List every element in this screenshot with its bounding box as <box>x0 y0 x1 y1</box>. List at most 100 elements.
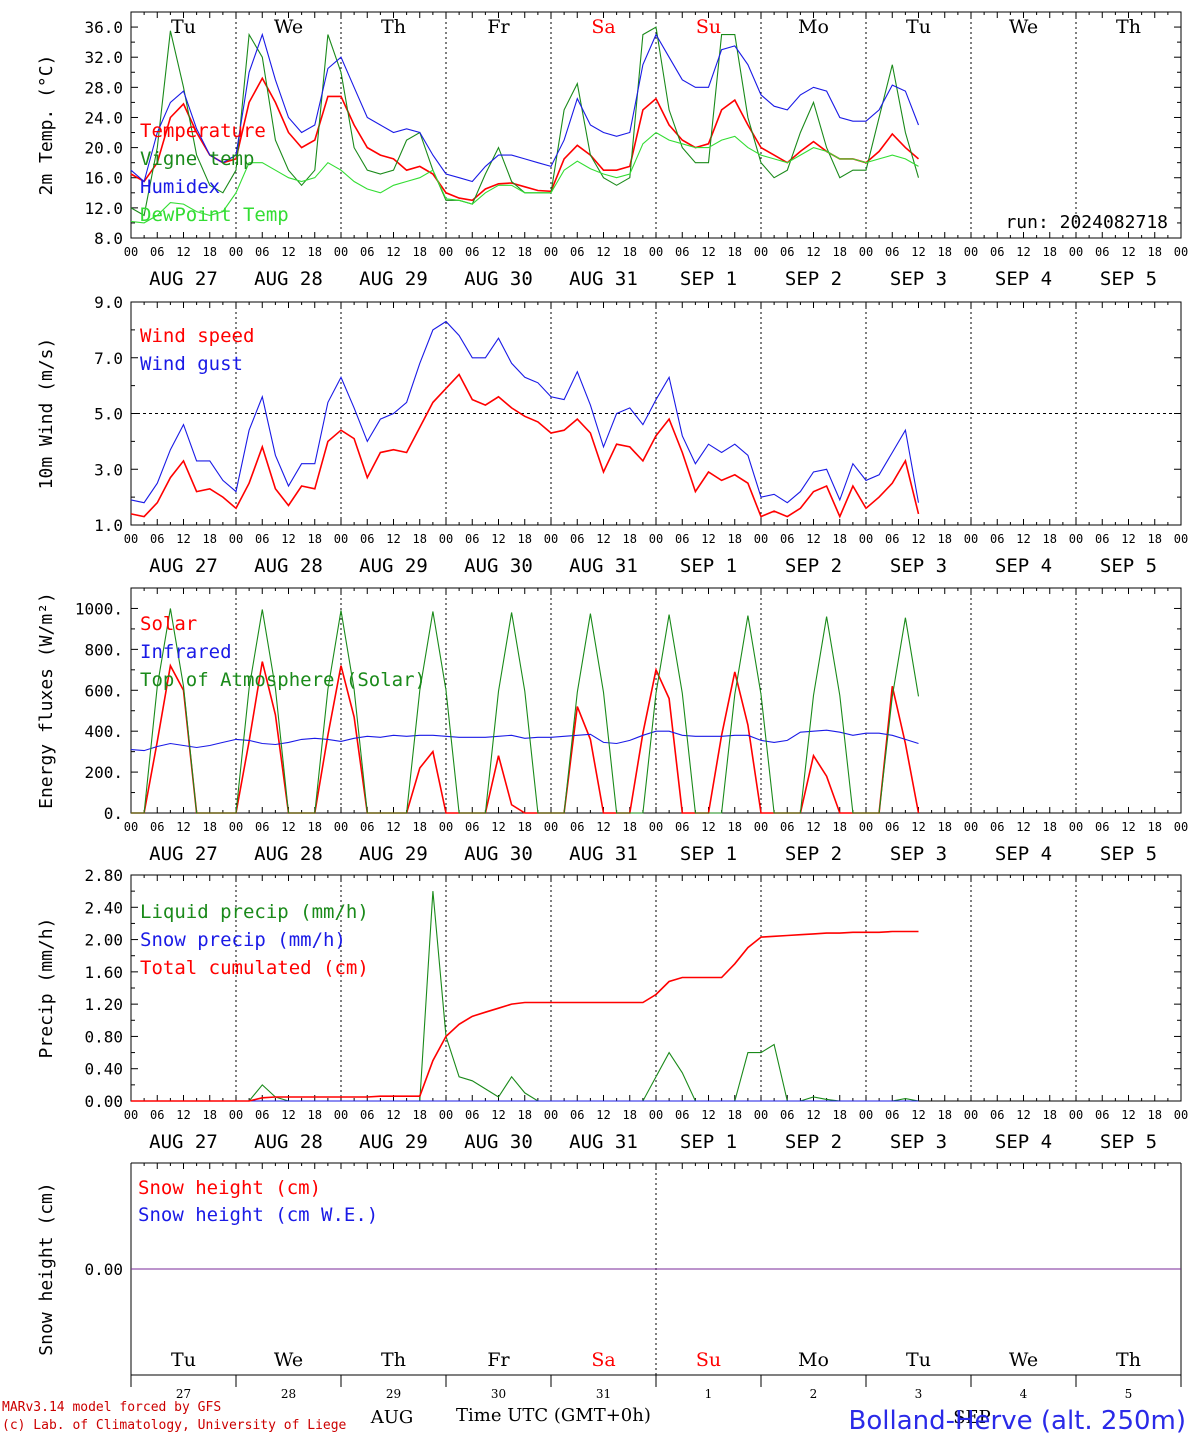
x-tick-label: 00 <box>1174 245 1188 259</box>
y-tick-label: 1.20 <box>84 995 123 1014</box>
x-tick-label: 00 <box>1069 245 1083 259</box>
date-label: AUG 30 <box>464 843 533 865</box>
x-tick-label: 12 <box>701 245 715 259</box>
x-tick-label: 12 <box>701 532 715 546</box>
x-tick-label: 00 <box>964 820 978 834</box>
date-label: SEP 2 <box>785 1131 842 1153</box>
x-tick-label: 00 <box>859 532 873 546</box>
legend-entry: Liquid precip (mm/h) <box>140 901 369 923</box>
x-tick-label: 18 <box>413 1108 427 1122</box>
x-tick-label: 18 <box>833 245 847 259</box>
day-name-label-bottom: Tu <box>906 1349 931 1371</box>
date-label: SEP 1 <box>680 555 737 577</box>
x-tick-label: 00 <box>229 1108 243 1122</box>
x-tick-label: 00 <box>544 245 558 259</box>
x-tick-label: 18 <box>308 1108 322 1122</box>
x-tick-label: 12 <box>386 532 400 546</box>
y-tick-label: 36.0 <box>84 18 123 37</box>
date-label: AUG 29 <box>359 555 428 577</box>
legend-entry: Temperature <box>140 120 266 142</box>
day-number-label: 4 <box>1020 1387 1028 1401</box>
y-tick-label: 3.0 <box>94 460 123 479</box>
x-tick-label: 18 <box>833 820 847 834</box>
date-label: SEP 2 <box>785 843 842 865</box>
x-tick-label: 00 <box>334 820 348 834</box>
date-label: SEP 3 <box>890 555 947 577</box>
date-label: AUG 28 <box>254 843 323 865</box>
x-tick-label: 18 <box>1043 532 1057 546</box>
x-tick-label: 18 <box>938 532 952 546</box>
x-tick-label: 12 <box>596 245 610 259</box>
x-tick-label: 00 <box>649 532 663 546</box>
y-tick-label: 12.0 <box>84 199 123 218</box>
day-number-label: 1 <box>705 1387 713 1401</box>
x-tick-label: 12 <box>491 532 505 546</box>
x-tick-label: 06 <box>255 1108 269 1122</box>
x-tick-label: 06 <box>255 820 269 834</box>
credit-line-model: MARv3.14 model forced by GFS <box>2 1400 222 1415</box>
x-tick-label: 06 <box>150 532 164 546</box>
x-tick-label: 00 <box>1069 820 1083 834</box>
y-axis-label: 2m Temp. (°C) <box>36 55 57 196</box>
y-tick-label: 2.40 <box>84 898 123 917</box>
x-tick-label: 06 <box>990 1108 1004 1122</box>
x-axis-title: Time UTC (GMT+0h) <box>456 1405 651 1426</box>
y-tick-label: 200. <box>84 763 123 782</box>
date-label: SEP 2 <box>785 268 842 290</box>
x-tick-label: 00 <box>754 532 768 546</box>
x-tick-label: 00 <box>334 1108 348 1122</box>
y-axis-label: Snow height (cm) <box>36 1182 57 1355</box>
x-tick-label: 06 <box>990 245 1004 259</box>
y-tick-label: 16.0 <box>84 169 123 188</box>
x-tick-label: 06 <box>1095 245 1109 259</box>
x-tick-label: 18 <box>728 1108 742 1122</box>
x-tick-label: 12 <box>1121 532 1135 546</box>
x-tick-label: 12 <box>281 532 295 546</box>
day-number-label: 5 <box>1125 1387 1133 1401</box>
date-label: SEP 1 <box>680 268 737 290</box>
x-tick-label: 12 <box>386 820 400 834</box>
x-tick-label: 12 <box>1016 820 1030 834</box>
y-tick-label: 0.00 <box>84 1092 123 1111</box>
panel-4 <box>130 874 1182 1102</box>
day-name-label-bottom: Sa <box>591 1349 615 1371</box>
date-label: AUG 28 <box>254 1131 323 1153</box>
x-tick-label: 06 <box>1095 532 1109 546</box>
x-tick-label: 00 <box>334 245 348 259</box>
x-tick-label: 18 <box>1043 820 1057 834</box>
y-tick-label: 5.0 <box>94 405 123 424</box>
x-tick-label: 00 <box>1174 1108 1188 1122</box>
date-label: AUG 31 <box>569 1131 638 1153</box>
y-tick-label: 2.80 <box>84 866 123 885</box>
y-tick-label: 0.00 <box>84 1260 123 1279</box>
x-tick-label: 12 <box>1121 1108 1135 1122</box>
x-tick-label: 00 <box>1069 532 1083 546</box>
day-number-label: 29 <box>386 1387 401 1401</box>
date-label: AUG 29 <box>359 1131 428 1153</box>
station-label: Bolland-Herve (alt. 250m) <box>848 1406 1187 1436</box>
y-tick-label: 1.60 <box>84 963 123 982</box>
date-label: SEP 4 <box>995 555 1052 577</box>
y-tick-label: 1000. <box>75 599 123 618</box>
series-line-infrared <box>130 729 919 752</box>
x-tick-label: 18 <box>728 820 742 834</box>
day-name-label-bottom: Th <box>1116 1349 1141 1371</box>
x-tick-label: 00 <box>544 1108 558 1122</box>
x-tick-label: 00 <box>439 532 453 546</box>
day-name-label: Fr <box>487 16 510 38</box>
date-label: AUG 27 <box>149 268 218 290</box>
day-number-label: 3 <box>915 1387 923 1401</box>
x-tick-label: 12 <box>911 532 925 546</box>
x-tick-label: 12 <box>176 820 190 834</box>
x-tick-label: 00 <box>649 820 663 834</box>
day-name-label: Mo <box>798 16 829 38</box>
y-axis-label: Energy fluxes (W/m²) <box>36 592 57 809</box>
date-label: SEP 4 <box>995 268 1052 290</box>
x-tick-label: 00 <box>1069 1108 1083 1122</box>
x-tick-label: 18 <box>623 820 637 834</box>
x-tick-label: 06 <box>675 532 689 546</box>
x-tick-label: 00 <box>124 820 138 834</box>
y-tick-label: 20.0 <box>84 139 123 158</box>
x-tick-label: 06 <box>150 1108 164 1122</box>
legend-entry: Infrared <box>140 641 232 663</box>
